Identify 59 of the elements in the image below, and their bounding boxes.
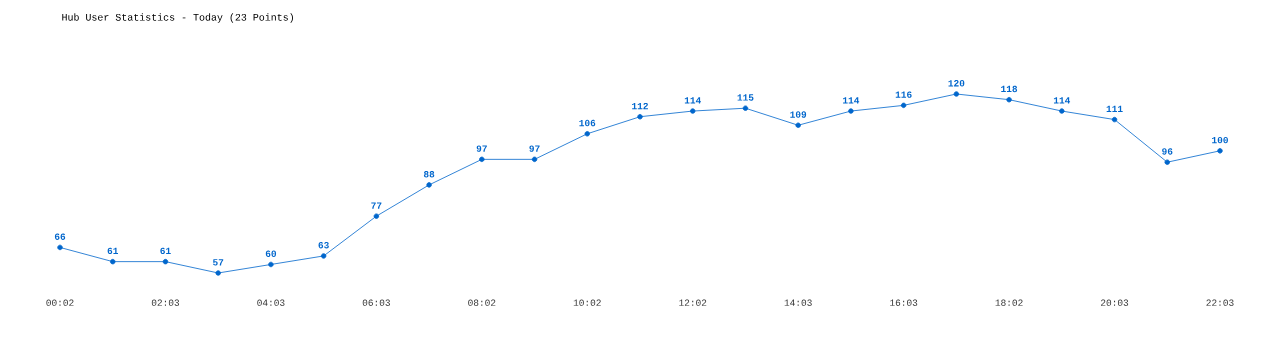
point [1059,108,1065,114]
point [1006,96,1012,103]
chart-title: Hub User Statistics - Today (23 Points) [62,13,293,23]
data-label: 109 [790,111,807,118]
point [426,182,432,188]
data-label: 114 [1053,97,1071,104]
data-label: 66 [54,233,66,240]
point [637,114,643,120]
data-label: 61 [107,247,119,255]
x-tick-label: 20:03 [1101,299,1129,306]
data-label: 116 [895,91,912,98]
x-tick-label: 14:03 [784,299,812,306]
point [1111,116,1118,123]
point [742,105,749,111]
data-label: 97 [529,145,540,152]
x-tick-label: 12:02 [679,299,707,306]
x-tick-label: 06:03 [362,299,390,306]
point [1164,159,1170,165]
point [795,122,801,128]
data-label: 114 [843,97,860,104]
data-label: 97 [476,145,487,152]
data-label: 115 [737,94,754,101]
x-tick-label: 10:02 [573,299,601,306]
data-label: 111 [1106,105,1123,113]
data-label: 88 [423,170,435,178]
x-tick-label: 04:03 [257,299,285,306]
x-tick-label: 16:03 [890,299,918,306]
point [215,270,221,276]
point [848,108,854,114]
data-label: 61 [160,247,171,255]
point [1217,148,1223,154]
data-label: 63 [318,242,329,249]
point [479,156,485,163]
point [373,213,380,219]
point [690,108,696,114]
point [531,156,538,163]
point [953,91,960,97]
x-tick-label: 00:02 [46,299,74,306]
point [584,131,590,137]
data-label: 114 [684,97,701,104]
data-label: 112 [632,102,648,110]
data-label: 106 [579,119,596,127]
data-label: 96 [1162,148,1173,155]
x-tick-label: 08:02 [468,299,496,306]
data-label: 100 [1212,136,1228,144]
data-label: 118 [1001,85,1018,93]
data-label: 77 [371,202,382,209]
x-tick-label: 18:02 [995,299,1023,306]
point [320,253,327,259]
x-tick-label: 02:03 [151,299,180,306]
point [900,102,907,109]
point [268,261,274,268]
x-tick-label: 22:03 [1206,299,1234,306]
data-label: 60 [265,250,277,257]
data-label: 57 [212,259,224,266]
point [57,244,63,251]
point [110,258,116,265]
data-label: 120 [948,80,965,87]
point [162,258,169,265]
